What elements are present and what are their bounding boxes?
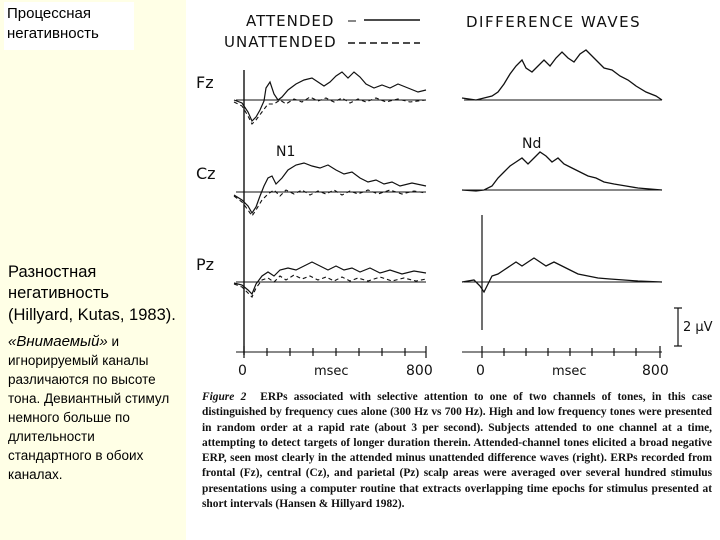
caption-label: Figure 2	[202, 391, 247, 403]
left-time-ticks	[243, 346, 427, 358]
difference-waves-title: DIFFERENCE WAVES	[466, 13, 641, 31]
electrode-label-cz: Cz	[196, 164, 216, 183]
fz-unattended-wave	[233, 96, 427, 125]
cz-unattended-wave	[233, 189, 427, 217]
left-axis-end: 800	[406, 363, 433, 379]
left-axis-unit: msec	[314, 364, 349, 379]
pz-unattended-wave	[233, 274, 427, 298]
left-panel: Процессная негативность Разностная негат…	[0, 0, 186, 540]
slide-title: Процессная негативность	[4, 2, 134, 50]
slide-reference: (Hillyard, Kutas, 1983).	[8, 306, 176, 324]
right-axis-unit: msec	[552, 364, 587, 379]
component-n1-label: N1	[276, 144, 295, 160]
erp-figure: ATTENDED UNATTENDED DIFFERENCE WAVES Fz …	[186, 0, 720, 540]
legend-unattended-label: UNATTENDED	[224, 33, 337, 51]
right-axis-zero: 0	[476, 363, 485, 379]
left-axis-zero: 0	[238, 363, 247, 379]
body-rest: и игнорируемый каналы различаются по выс…	[8, 334, 170, 482]
body-italic: «Внимаемый»	[8, 333, 108, 350]
fz-attended-wave	[233, 71, 427, 123]
fz-difference-wave	[461, 49, 663, 101]
slide-heading: Разностная негативность	[8, 263, 109, 302]
caption-text: ERPs associated with selective attention…	[202, 391, 712, 511]
legend-attended-label: ATTENDED	[246, 12, 334, 30]
voltage-scale-label: 2 μV	[683, 320, 713, 335]
slide-body: «Внимаемый» и игнорируемый каналы различ…	[8, 332, 180, 484]
electrode-label-pz: Pz	[196, 255, 214, 274]
pz-attended-wave	[233, 261, 427, 296]
right-axis-end: 800	[642, 363, 669, 379]
figure-caption: Figure 2 ERPs associated with selective a…	[202, 390, 712, 512]
cz-difference-wave	[461, 151, 663, 192]
right-time-ticks	[481, 346, 661, 358]
erp-plot: ATTENDED UNATTENDED DIFFERENCE WAVES Fz …	[196, 12, 713, 379]
electrode-label-fz: Fz	[196, 73, 214, 92]
right-baselines	[464, 99, 662, 283]
cz-attended-wave	[233, 162, 427, 215]
pz-difference-wave	[461, 257, 663, 294]
component-nd-label: Nd	[522, 136, 541, 152]
left-text-block: Разностная негативность (Hillyard, Kutas…	[8, 262, 180, 484]
